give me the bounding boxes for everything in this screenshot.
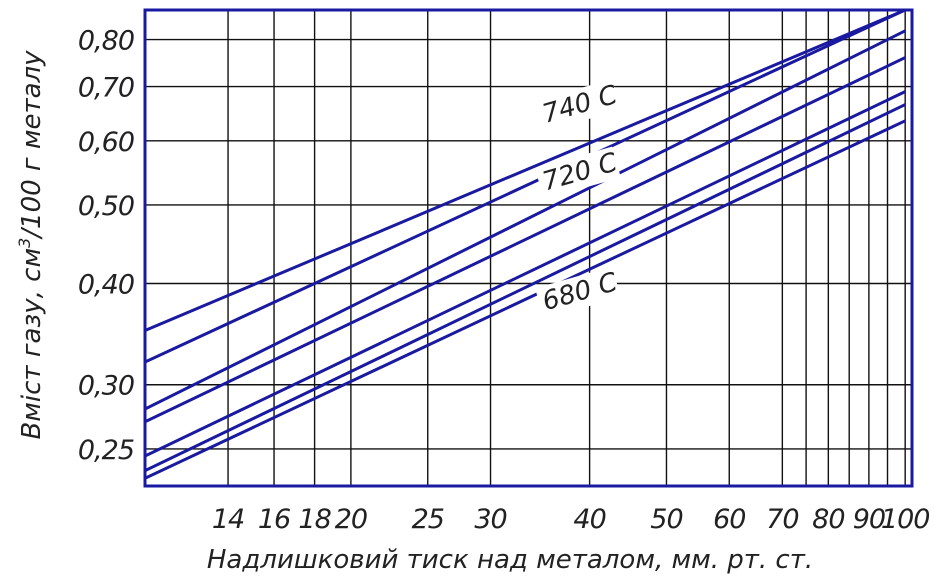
x-axis-title: Надлишковий тиск над металом, мм. рт. ст… bbox=[207, 545, 813, 575]
x-tick-label: 70 bbox=[766, 504, 798, 535]
y-axis-title-part1: Вміст газу, см bbox=[17, 248, 47, 440]
y-tick-label: 0,25 bbox=[78, 435, 134, 466]
y-axis-title-part2: /100 г металу bbox=[17, 50, 47, 240]
curve-label: 720 С bbox=[539, 147, 621, 197]
curve-label: 740 С bbox=[539, 80, 621, 130]
x-tick-label: 60 bbox=[713, 504, 745, 535]
x-tick-label: 16 bbox=[258, 504, 290, 535]
y-tick-label: 0,40 bbox=[78, 269, 134, 300]
x-tick-label: 20 bbox=[335, 504, 367, 535]
y-axis-title: Вміст газу, см3/100 г металу bbox=[15, 50, 47, 440]
series-layer bbox=[145, 10, 906, 480]
x-tick-label: 90 bbox=[853, 504, 885, 535]
y-tick-labels: 0,25 0,30 0,40 0,50 0,60 0,70 0,80 bbox=[78, 26, 135, 466]
x-tick-label: 25 bbox=[412, 504, 444, 535]
x-tick-label: 100 bbox=[881, 504, 930, 535]
isotherm-line bbox=[145, 10, 906, 332]
x-tick-label: 40 bbox=[573, 504, 605, 535]
x-tick-label: 80 bbox=[812, 504, 844, 535]
x-tick-label: 14 bbox=[212, 504, 244, 535]
isotherm-line bbox=[145, 56, 906, 424]
y-tick-label: 0,60 bbox=[78, 127, 134, 158]
y-tick-label: 0,70 bbox=[78, 73, 134, 104]
plot-frame bbox=[143, 8, 914, 488]
y-tick-label: 0,50 bbox=[78, 191, 134, 222]
curve-label-background bbox=[535, 266, 621, 320]
x-tick-label: 50 bbox=[650, 504, 682, 535]
curve-label-group: 720 С bbox=[535, 146, 621, 200]
curve-label-background bbox=[535, 146, 621, 200]
grid-layer bbox=[145, 10, 912, 486]
isotherm-line bbox=[145, 10, 906, 364]
x-tick-label: 18 bbox=[298, 504, 330, 535]
y-axis-title-sup: 3 bbox=[15, 238, 34, 248]
isotherm-line bbox=[145, 29, 906, 411]
isotherm-line bbox=[145, 119, 906, 480]
isotherm-line bbox=[145, 90, 906, 458]
y-tick-label: 0,80 bbox=[78, 26, 134, 57]
x-tick-label: 30 bbox=[474, 504, 506, 535]
curve-label-background bbox=[535, 79, 621, 132]
isotherm-line bbox=[145, 103, 906, 473]
y-tick-label: 0,30 bbox=[78, 371, 134, 402]
